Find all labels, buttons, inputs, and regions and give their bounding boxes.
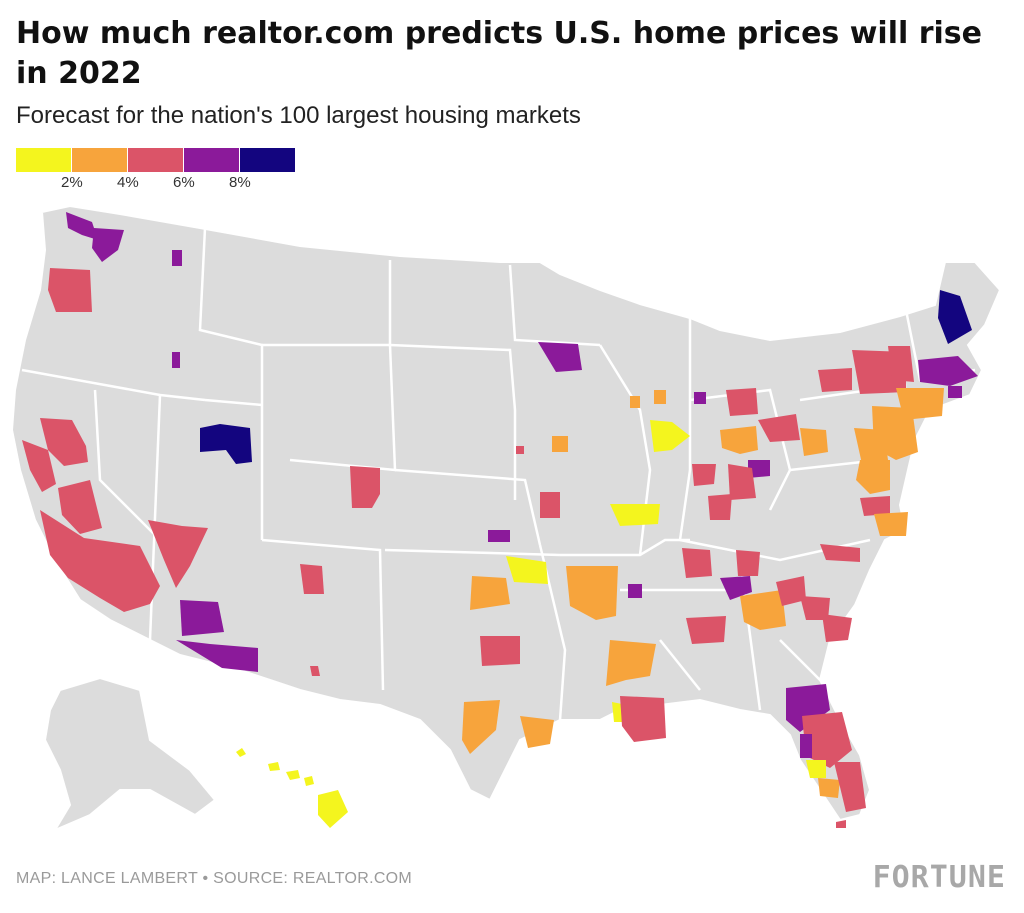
metro-st-louis [610, 504, 660, 526]
metro-knoxville [720, 576, 752, 600]
metro-orlando [802, 712, 852, 768]
metro-houston [520, 716, 554, 748]
legend-swatch-2 [72, 148, 127, 172]
source-credit: MAP: LANCE LAMBERT • SOURCE: REALTOR.COM [16, 870, 413, 887]
legend-swatch-1 [16, 148, 71, 172]
metro-philadelphia [854, 428, 888, 464]
metro-minneapolis [538, 342, 582, 372]
metro-salt-lake [200, 424, 252, 464]
alaska-land [43, 676, 217, 833]
metro-kansas-city [540, 492, 560, 518]
legend-swatch-5 [240, 148, 295, 172]
metro-seattle [66, 212, 98, 240]
metro-boise [172, 352, 180, 368]
legend-tick-8pct: 8% [229, 174, 251, 191]
metro-providence [948, 386, 962, 398]
us-map-svg [10, 204, 1002, 833]
metro-new-orleans [620, 696, 666, 742]
metro-austin [462, 700, 500, 754]
metro-albany [888, 346, 914, 382]
metro-tampa [800, 734, 812, 758]
metro-richmond [860, 496, 890, 516]
metro-charlotte [776, 576, 806, 606]
metro-milwaukee [630, 396, 640, 408]
metro-fresno [58, 480, 102, 534]
metro-columbia [800, 596, 830, 620]
legend-swatch-4 [184, 148, 239, 172]
metro-tucson [176, 640, 258, 672]
metro-little-rock [566, 566, 618, 620]
metro-atlanta [686, 616, 726, 644]
metro-nashville [736, 550, 760, 576]
metro-tulsa [470, 576, 510, 610]
metro-toledo [720, 426, 758, 454]
metro-phoenix [180, 600, 224, 636]
metro-regions [22, 212, 978, 828]
legend-swatch-3 [128, 148, 183, 172]
metro-cincinnati [708, 494, 732, 520]
metro-madison [654, 390, 666, 404]
metro-jacksonville [786, 684, 830, 732]
legend-ticks: 2% 4% 6% 8% [16, 172, 301, 192]
metro-dayton [728, 464, 756, 500]
legend-tick-2pct: 2% [61, 174, 83, 191]
metro-portland [48, 268, 92, 312]
metro-indianapolis [692, 464, 716, 486]
metro-des-moines [552, 436, 568, 452]
metro-miami [834, 762, 866, 812]
metro-pittsburgh [800, 428, 828, 456]
legend-tick-4pct: 4% [117, 174, 139, 191]
metro-cleveland [758, 414, 800, 442]
contiguous-us-land [10, 204, 1002, 822]
chart-title: How much realtor.com predicts U.S. home … [16, 16, 983, 91]
metro-virginia-beach [874, 512, 908, 536]
chart-subtitle: Forecast for the nation's 100 largest ho… [16, 102, 581, 129]
metro-columbus [748, 460, 770, 478]
metro-sacramento [40, 418, 88, 466]
metro-grand-rapids [694, 392, 706, 404]
metro-memphis [628, 584, 642, 598]
metro-el-paso [310, 666, 320, 676]
metro-socal [40, 510, 160, 612]
hawaii-islands [236, 748, 348, 828]
metro-spokane [172, 250, 182, 266]
metro-louisville [682, 548, 712, 578]
color-legend: 2% 4% 6% 8% [16, 148, 301, 192]
metro-okc [506, 556, 548, 584]
legend-swatches [16, 148, 301, 172]
metro-portland-me [938, 290, 972, 344]
brand-logo: FORTUNE [872, 860, 1006, 895]
metro-omaha [516, 446, 524, 454]
metro-buffalo [818, 368, 852, 392]
metro-sarasota [806, 760, 826, 778]
metro-detroit [726, 388, 758, 416]
metro-las-vegas [148, 520, 208, 588]
metro-baltimore-dc [856, 460, 890, 494]
metro-albuquerque [300, 564, 324, 594]
metro-wichita [488, 530, 510, 542]
metro-greensboro [820, 544, 860, 562]
metro-sf-bay [22, 440, 56, 492]
metro-chattanooga [740, 590, 786, 630]
metro-jackson [606, 640, 656, 686]
metro-keys [836, 820, 846, 828]
legend-tick-6pct: 6% [173, 174, 195, 191]
metro-denver [350, 466, 380, 508]
metro-charleston [822, 614, 852, 642]
us-map [0, 195, 1024, 860]
metro-dallas [480, 636, 520, 666]
metro-tacoma [92, 228, 124, 262]
metro-boston [918, 356, 978, 386]
metro-fort-myers [818, 778, 840, 798]
metro-chicago [650, 420, 690, 452]
